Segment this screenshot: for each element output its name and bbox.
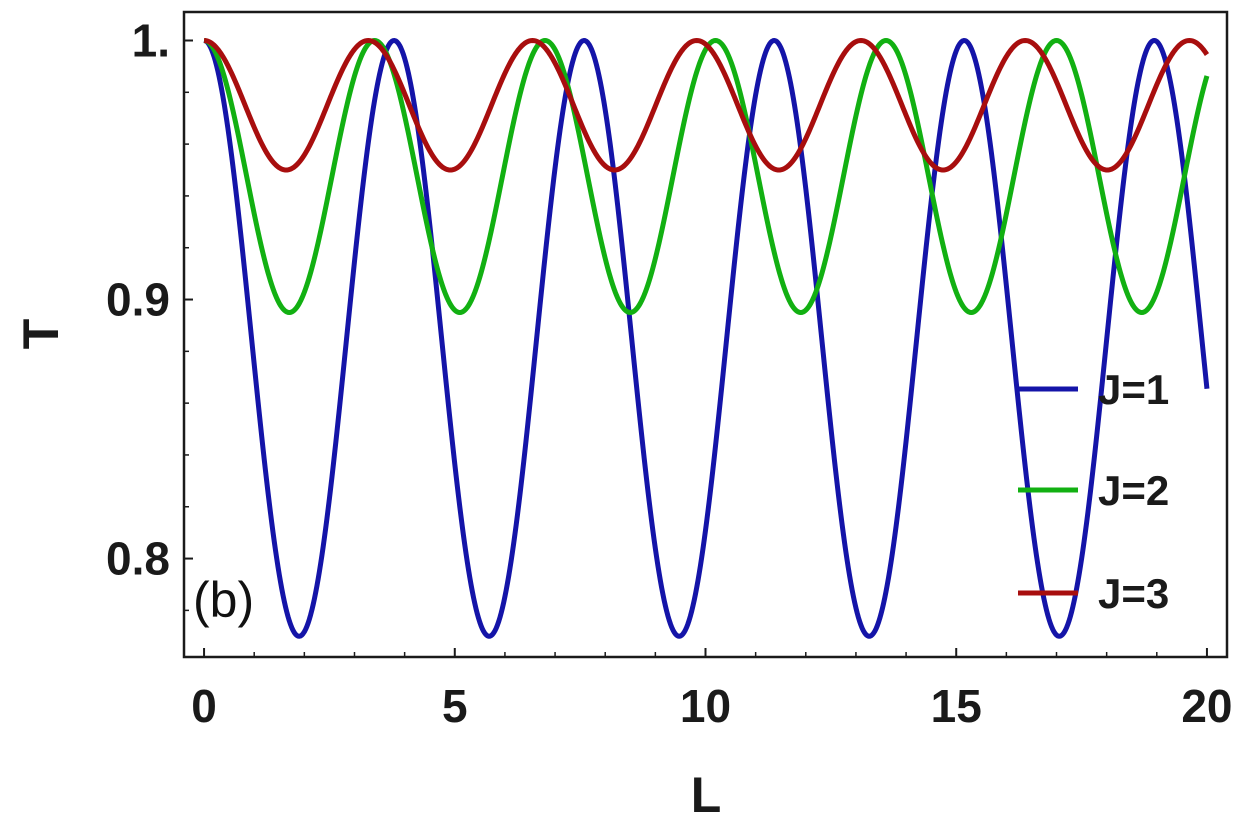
x-tick-label: 15	[931, 680, 982, 732]
series-line-3	[202, 37, 1210, 173]
series-line-1	[202, 37, 1210, 639]
panel-label: (b)	[193, 572, 254, 628]
x-tick-label: 0	[191, 680, 217, 732]
plot-frame	[182, 10, 1229, 659]
x-tick-label: 20	[1181, 680, 1232, 732]
x-axis-label: L	[691, 767, 722, 820]
legend-label-1: J=1	[1098, 366, 1169, 413]
legend-label-2: J=2	[1098, 467, 1169, 514]
axis-ticks	[184, 39, 1208, 657]
legend-label-3: J=3	[1098, 570, 1169, 617]
legend: J=1 J=2 J=3	[1018, 366, 1169, 617]
x-tick-label: 10	[680, 680, 731, 732]
tick-labels: 0 5 10 15 20 0.8 0.9 1.	[106, 14, 1232, 732]
y-tick-label: 0.8	[106, 533, 170, 585]
series-lines	[202, 37, 1210, 639]
x-tick-label: 5	[442, 680, 468, 732]
y-tick-label: 1.	[132, 14, 170, 66]
y-tick-label: 0.9	[106, 274, 170, 326]
y-axis-label: T	[13, 319, 69, 350]
